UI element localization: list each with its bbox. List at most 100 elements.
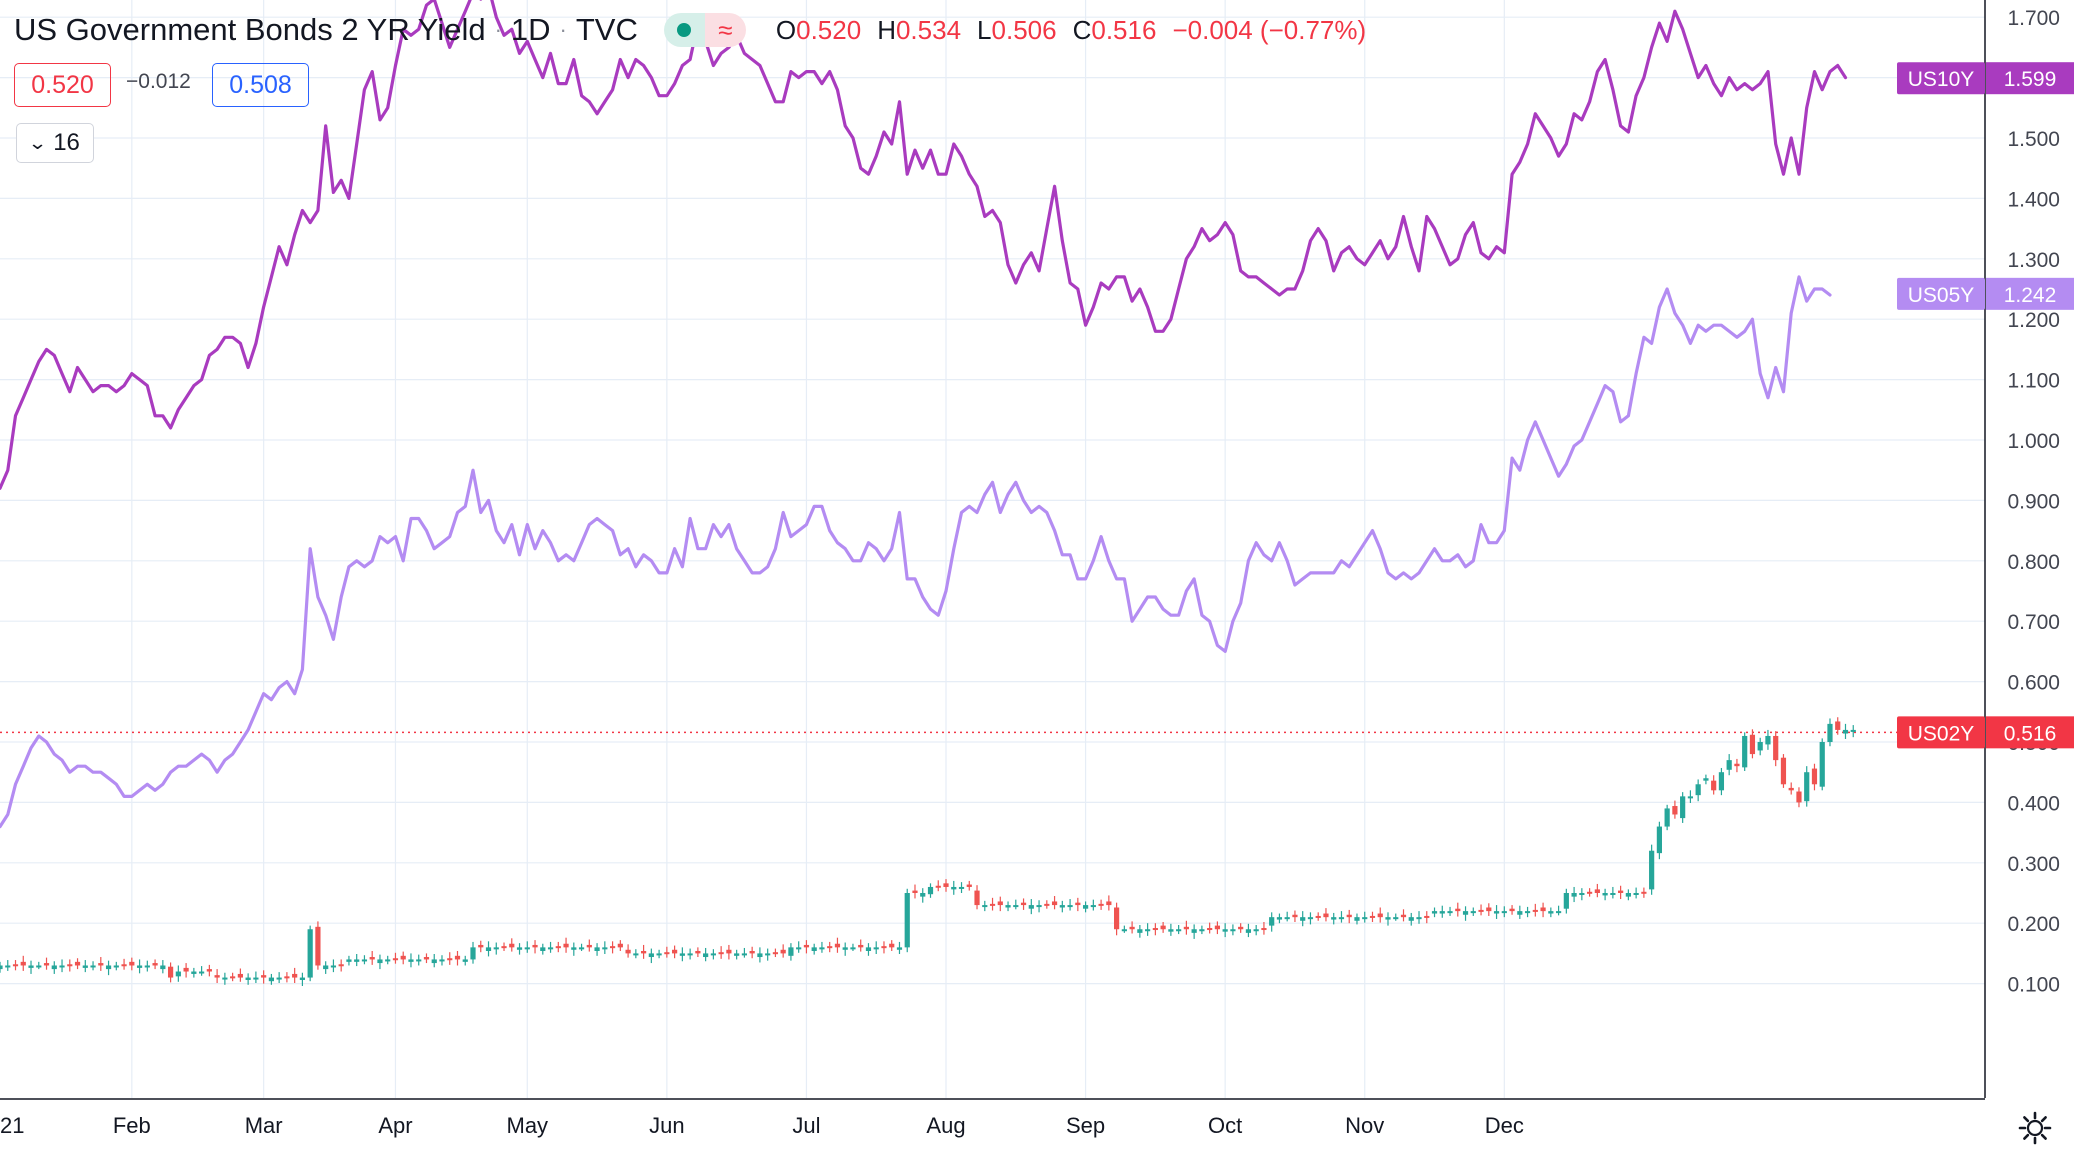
candle-body bbox=[896, 947, 903, 950]
candle-body bbox=[338, 964, 344, 967]
candle-body bbox=[0, 965, 3, 970]
candle-body bbox=[664, 952, 670, 955]
candle-body bbox=[1455, 908, 1461, 912]
candle-body bbox=[1571, 893, 1577, 897]
candle-body bbox=[1013, 905, 1019, 908]
candle-body bbox=[493, 947, 499, 950]
candle-body bbox=[183, 967, 189, 972]
candle-body bbox=[1610, 893, 1616, 895]
candle-body bbox=[633, 953, 639, 956]
buy-price-button[interactable]: 0.508 bbox=[212, 63, 309, 107]
candle-body bbox=[237, 973, 243, 978]
candle-body bbox=[1811, 768, 1818, 785]
candle-body bbox=[36, 965, 42, 968]
candle-body bbox=[377, 959, 383, 964]
chevron-down-icon: ⌄ bbox=[27, 132, 48, 153]
gear-icon[interactable] bbox=[2015, 1108, 2055, 1148]
candle-body bbox=[842, 947, 848, 950]
price-tick-label: 1.000 bbox=[2007, 430, 2060, 453]
candle-body bbox=[547, 947, 554, 950]
candle-body bbox=[803, 944, 810, 948]
candle-body bbox=[400, 955, 406, 960]
market-status[interactable]: ≈ bbox=[663, 13, 746, 47]
candle-body bbox=[1160, 925, 1166, 930]
candle-body bbox=[1478, 909, 1484, 912]
sell-price-button[interactable]: 0.520 bbox=[14, 63, 111, 107]
candle-body bbox=[788, 947, 794, 956]
candle-body bbox=[1524, 911, 1531, 914]
candle-body bbox=[703, 953, 709, 958]
candle-body bbox=[1532, 909, 1538, 912]
candle-body bbox=[369, 957, 375, 960]
time-tick-label: Jun bbox=[649, 1113, 684, 1138]
candle-body bbox=[780, 949, 786, 954]
candle-body bbox=[1051, 901, 1058, 906]
series-name-label: US02Y bbox=[1908, 722, 1975, 745]
candle-body bbox=[478, 944, 484, 948]
candle-body bbox=[1067, 905, 1073, 908]
candle-body bbox=[1842, 729, 1849, 734]
candle-body bbox=[749, 950, 755, 954]
candle-body bbox=[136, 965, 143, 968]
series-value-label: 0.516 bbox=[2004, 722, 2057, 745]
candle-body bbox=[1734, 763, 1740, 767]
candle-body bbox=[1005, 905, 1011, 908]
candle-body bbox=[160, 965, 166, 970]
candle-body bbox=[51, 965, 57, 970]
candle-body bbox=[1680, 796, 1686, 819]
candle-body bbox=[5, 965, 11, 968]
candle-body bbox=[718, 952, 724, 955]
series-name-tag bbox=[1897, 62, 1985, 95]
candle-body bbox=[1749, 734, 1756, 755]
candle-body bbox=[1447, 911, 1453, 914]
candle-body bbox=[1284, 917, 1290, 920]
candle-body bbox=[1269, 917, 1275, 926]
candle-body bbox=[997, 901, 1003, 906]
candle-body bbox=[1369, 915, 1376, 918]
candle-body bbox=[1098, 903, 1104, 906]
candle-body bbox=[1804, 772, 1810, 802]
interval-label[interactable]: 1D bbox=[510, 12, 551, 47]
grid bbox=[0, 0, 1985, 1098]
candle-body bbox=[656, 953, 662, 956]
candle-body bbox=[571, 947, 577, 950]
approx-icon: ≈ bbox=[704, 13, 746, 47]
price-tick-label: 0.400 bbox=[2007, 792, 2060, 815]
candle-body bbox=[167, 966, 174, 978]
time-axis[interactable]: 21 Feb Mar Apr May Jun Jul Aug Sep Oct Nov Dec bbox=[0, 1113, 1524, 1138]
candle-body bbox=[284, 976, 290, 979]
candle-body bbox=[1765, 735, 1771, 745]
candle-body bbox=[1501, 911, 1507, 914]
candle-body bbox=[640, 950, 647, 954]
candle-body bbox=[292, 973, 298, 978]
candle-body bbox=[811, 947, 817, 951]
candle-body bbox=[385, 959, 391, 962]
candle-body bbox=[113, 965, 119, 968]
candle-body bbox=[578, 947, 585, 950]
candle-body bbox=[1618, 890, 1624, 893]
candle-body bbox=[1059, 905, 1065, 908]
candle-body bbox=[1408, 917, 1414, 921]
series-layer bbox=[0, 0, 1848, 829]
candle-body bbox=[889, 943, 895, 948]
candle-body bbox=[323, 965, 329, 970]
candle-body bbox=[1036, 905, 1042, 908]
series-name-tag bbox=[1897, 277, 1985, 310]
candle-body bbox=[1835, 721, 1841, 730]
candle-body bbox=[1726, 760, 1732, 770]
series-last-labels: US10Y 1.599 US05Y 1.242 US02Y 0.516 bbox=[1897, 62, 2074, 749]
price-tick-label: 0.700 bbox=[2007, 611, 2060, 634]
price-axis[interactable]: 0.1000.2000.3000.4000.5000.6000.7000.800… bbox=[2007, 0, 2060, 997]
candle-body bbox=[1176, 929, 1182, 932]
candle-body bbox=[1780, 757, 1787, 785]
symbol-title[interactable]: US Government Bonds 2 YR Yield bbox=[14, 12, 486, 47]
candle-body bbox=[1207, 928, 1213, 931]
time-tick-label: May bbox=[507, 1113, 549, 1138]
candle-body bbox=[1106, 901, 1112, 906]
candle-body bbox=[152, 963, 158, 966]
candle-body bbox=[1711, 780, 1717, 791]
candle-body bbox=[1393, 917, 1399, 920]
indicators-toggle-button[interactable]: ⌄ 16 bbox=[16, 123, 94, 163]
candle-body bbox=[1819, 742, 1825, 787]
